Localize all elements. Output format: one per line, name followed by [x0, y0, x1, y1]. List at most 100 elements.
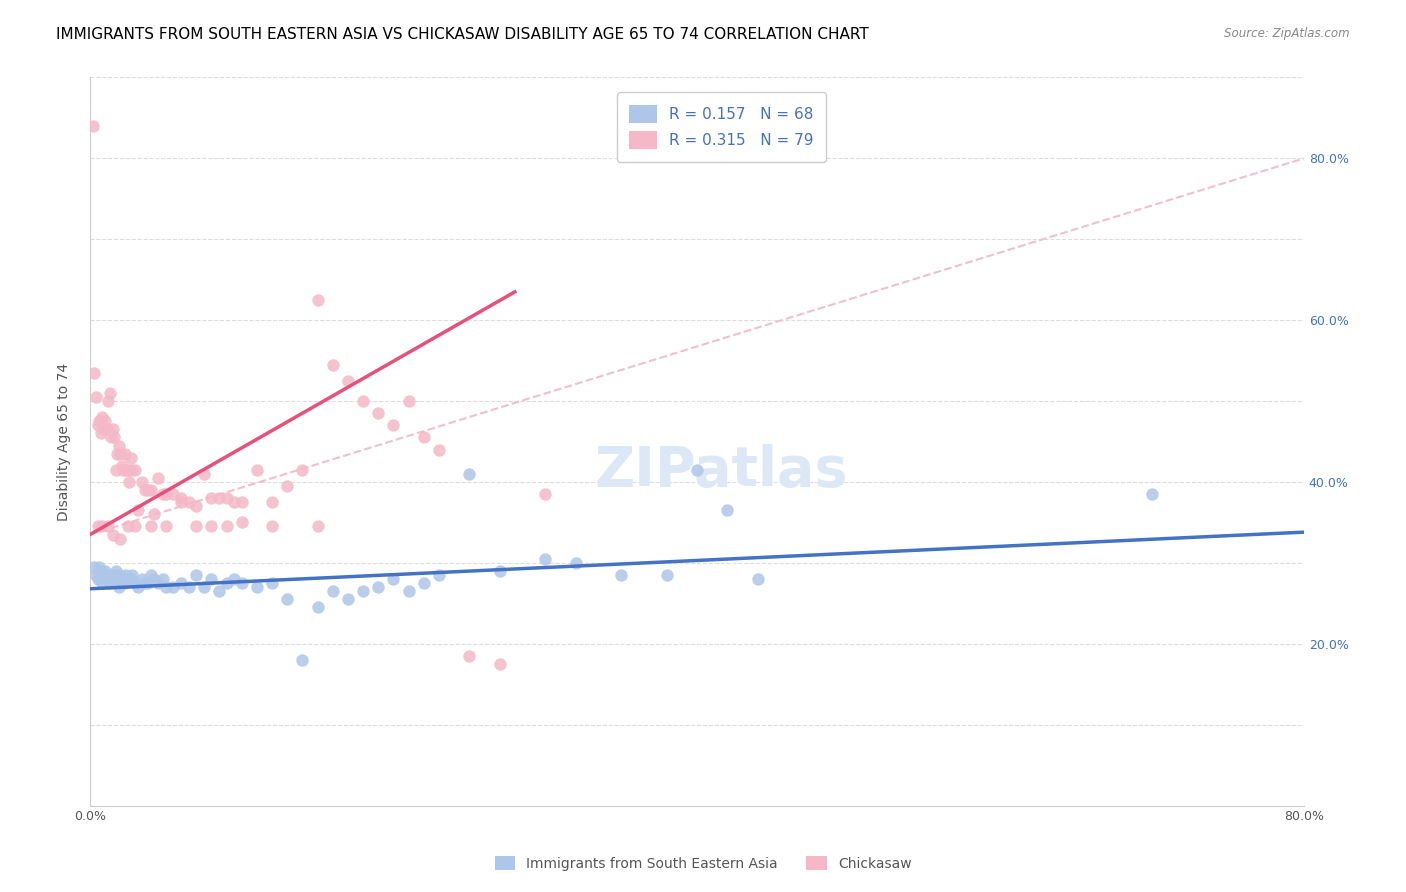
Point — [534, 487, 557, 501]
Point — [98, 576, 121, 591]
Point — [200, 491, 222, 505]
Point — [93, 422, 115, 436]
Point — [107, 439, 129, 453]
Point — [352, 394, 374, 409]
Point — [215, 519, 238, 533]
Point — [352, 584, 374, 599]
Point — [105, 447, 128, 461]
Point — [152, 572, 174, 586]
Point — [103, 576, 125, 591]
Point — [84, 568, 107, 582]
Point — [534, 552, 557, 566]
Y-axis label: Disability Age 65 to 74: Disability Age 65 to 74 — [58, 362, 72, 521]
Point — [121, 568, 143, 582]
Point — [110, 447, 132, 461]
Point — [107, 580, 129, 594]
Point — [93, 568, 115, 582]
Text: ZIPatlas: ZIPatlas — [595, 443, 848, 498]
Point — [131, 475, 153, 489]
Point — [134, 576, 156, 591]
Point — [186, 568, 208, 582]
Point — [134, 483, 156, 497]
Point — [148, 471, 170, 485]
Point — [208, 491, 231, 505]
Point — [110, 532, 132, 546]
Point — [114, 576, 136, 591]
Point — [96, 422, 118, 436]
Point — [307, 600, 329, 615]
Point — [124, 463, 146, 477]
Point — [162, 487, 184, 501]
Point — [94, 414, 117, 428]
Point — [124, 576, 146, 591]
Point — [87, 414, 110, 428]
Point — [111, 458, 134, 473]
Point — [110, 568, 132, 582]
Point — [336, 374, 359, 388]
Point — [260, 519, 283, 533]
Point — [121, 463, 143, 477]
Point — [128, 503, 150, 517]
Point — [488, 657, 510, 671]
Point — [260, 576, 283, 591]
Point — [136, 483, 159, 497]
Point — [186, 500, 208, 514]
Point — [162, 580, 184, 594]
Point — [139, 568, 162, 582]
Point — [322, 358, 344, 372]
Point — [142, 508, 165, 522]
Point — [177, 495, 200, 509]
Point — [84, 390, 107, 404]
Point — [170, 495, 193, 509]
Point — [398, 394, 420, 409]
Point — [94, 564, 117, 578]
Point — [98, 386, 121, 401]
Point — [686, 463, 709, 477]
Point — [412, 576, 434, 591]
Point — [101, 527, 124, 541]
Point — [246, 580, 269, 594]
Point — [412, 430, 434, 444]
Point — [246, 463, 269, 477]
Point — [215, 576, 238, 591]
Point — [488, 564, 510, 578]
Point — [276, 592, 298, 607]
Point — [260, 495, 283, 509]
Point — [91, 519, 114, 533]
Point — [117, 463, 139, 477]
Point — [114, 447, 136, 461]
Point — [231, 576, 253, 591]
Point — [139, 519, 162, 533]
Point — [564, 556, 586, 570]
Point — [193, 467, 215, 481]
Point — [215, 491, 238, 505]
Point — [231, 495, 253, 509]
Point — [101, 422, 124, 436]
Point — [222, 572, 245, 586]
Point — [427, 442, 450, 457]
Point — [222, 495, 245, 509]
Point — [458, 467, 481, 481]
Point — [83, 560, 105, 574]
Point — [367, 580, 389, 594]
Point — [91, 576, 114, 591]
Point — [148, 576, 170, 591]
Point — [193, 580, 215, 594]
Point — [142, 572, 165, 586]
Point — [170, 576, 193, 591]
Point — [336, 592, 359, 607]
Point — [655, 568, 678, 582]
Text: IMMIGRANTS FROM SOUTH EASTERN ASIA VS CHICKASAW DISABILITY AGE 65 TO 74 CORRELAT: IMMIGRANTS FROM SOUTH EASTERN ASIA VS CH… — [56, 27, 869, 42]
Point — [128, 580, 150, 594]
Point — [120, 572, 142, 586]
Point — [86, 519, 108, 533]
Point — [382, 572, 405, 586]
Point — [117, 519, 139, 533]
Point — [97, 519, 120, 533]
Point — [208, 584, 231, 599]
Point — [91, 410, 114, 425]
Point — [177, 580, 200, 594]
Point — [367, 406, 389, 420]
Point — [112, 463, 135, 477]
Point — [103, 430, 125, 444]
